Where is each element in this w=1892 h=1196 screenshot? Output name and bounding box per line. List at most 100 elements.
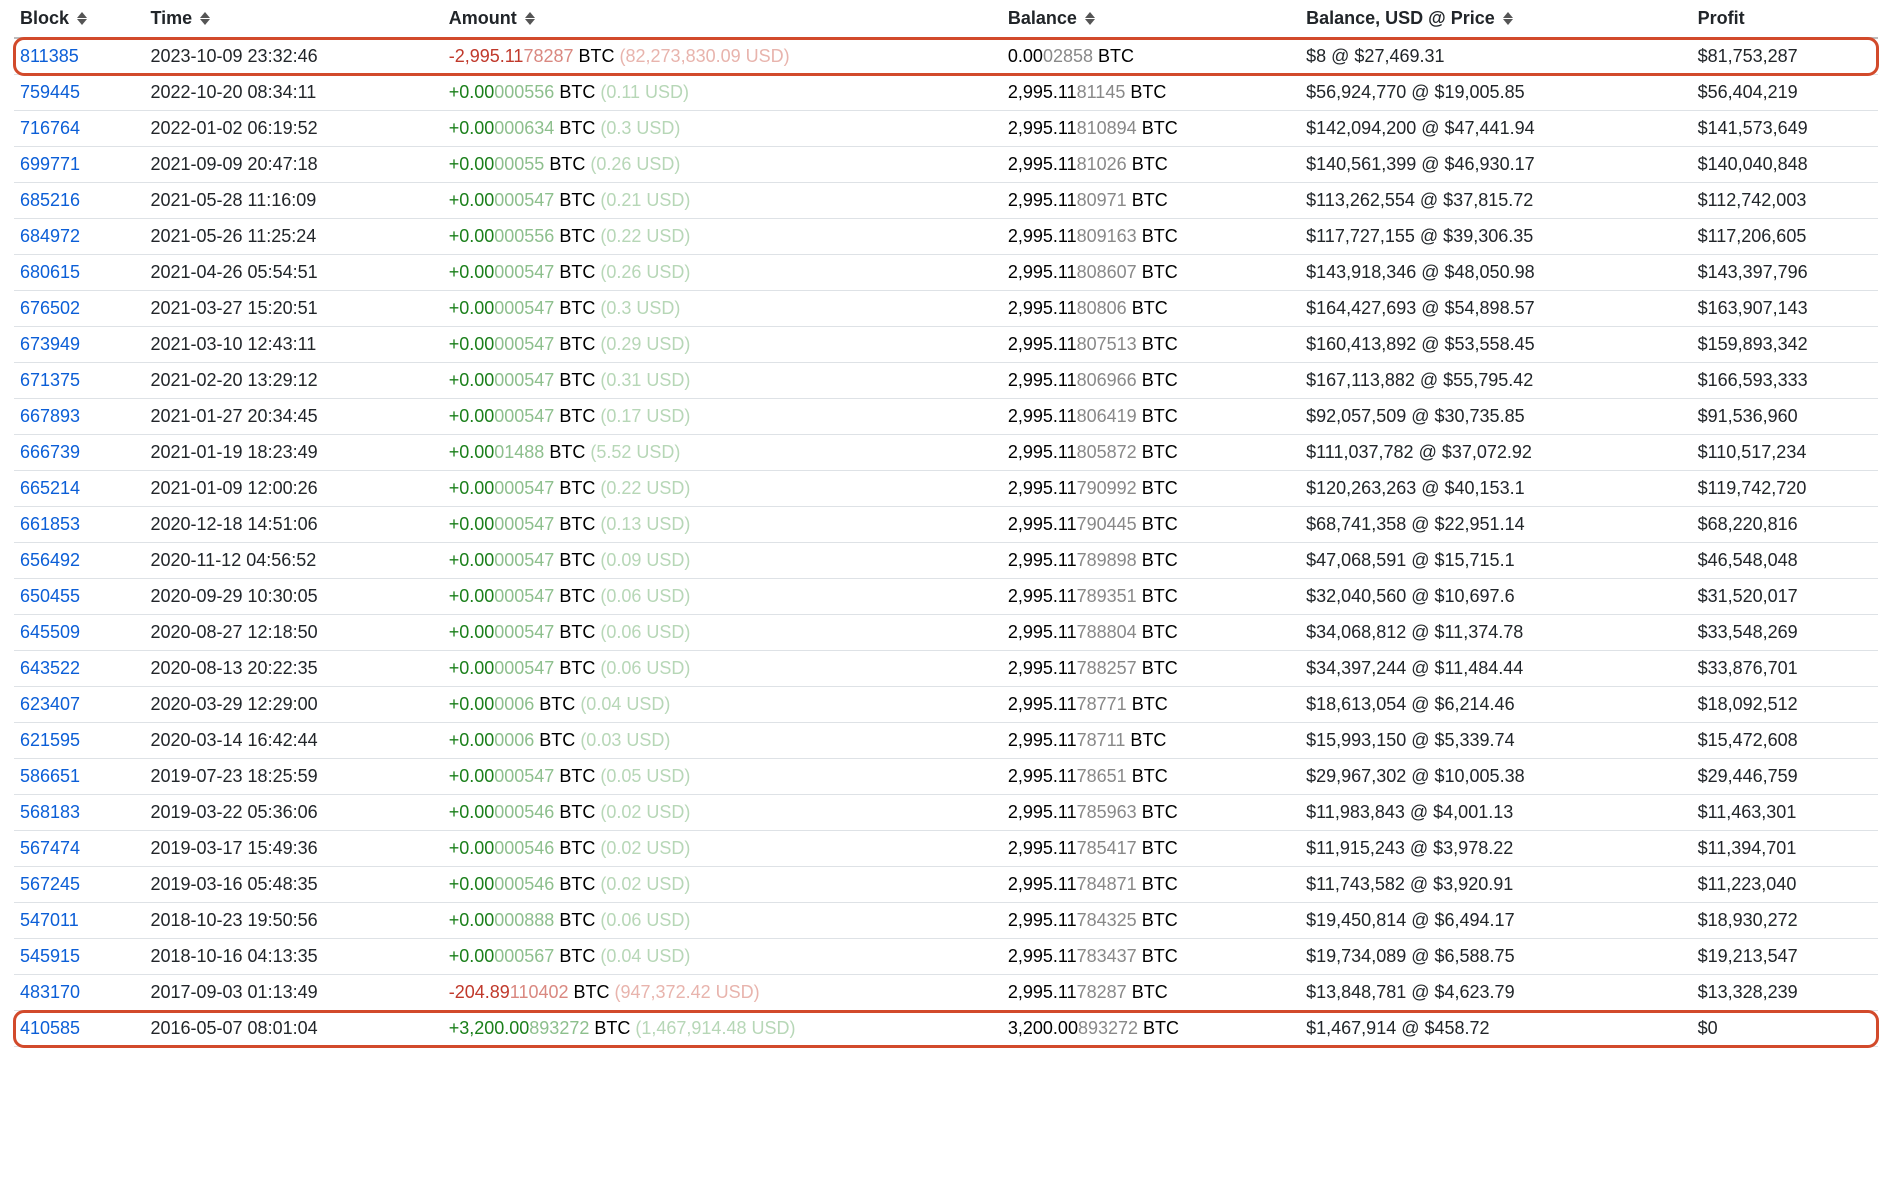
balance-cell: 2,995.11810894 BTC: [1002, 111, 1300, 147]
amount-cell: +0.00000556 BTC (0.11 USD): [443, 75, 1002, 111]
table-row: 6997712021-09-09 20:47:18+0.0000055 BTC …: [14, 147, 1878, 183]
amount-usd: (0.3 USD): [600, 298, 680, 318]
amount-unit: BTC: [554, 370, 600, 390]
column-header-time[interactable]: Time: [144, 0, 442, 38]
table-row: 6739492021-03-10 12:43:11+0.00000547 BTC…: [14, 327, 1878, 363]
time-cell: 2020-08-27 12:18:50: [144, 615, 442, 651]
block-link[interactable]: 656492: [20, 550, 80, 570]
amount-unit: BTC: [554, 190, 600, 210]
balance-usd-cell: $56,924,770 @ $19,005.85: [1300, 75, 1691, 111]
block-link[interactable]: 759445: [20, 82, 80, 102]
balance-cell: 2,995.11784325 BTC: [1002, 903, 1300, 939]
block-link[interactable]: 643522: [20, 658, 80, 678]
amount-cell: +0.00000547 BTC (0.06 USD): [443, 579, 1002, 615]
profit-cell: $33,548,269: [1692, 615, 1878, 651]
block-link[interactable]: 716764: [20, 118, 80, 138]
amount-usd: (0.26 USD): [590, 154, 680, 174]
balance-unit: BTC: [1127, 982, 1168, 1002]
amount-cell: +0.00000547 BTC (0.29 USD): [443, 327, 1002, 363]
sort-icon[interactable]: [1503, 12, 1513, 25]
amount-unit: BTC: [554, 298, 600, 318]
block-link[interactable]: 666739: [20, 442, 80, 462]
amount-usd: (0.3 USD): [600, 118, 680, 138]
balance-cell: 2,995.11789351 BTC: [1002, 579, 1300, 615]
table-row: 6849722021-05-26 11:25:24+0.00000556 BTC…: [14, 219, 1878, 255]
amount-main: +0.00: [449, 730, 495, 750]
time-cell: 2020-11-12 04:56:52: [144, 543, 442, 579]
balance-unit: BTC: [1137, 586, 1178, 606]
amount-unit: BTC: [554, 406, 600, 426]
time-cell: 2019-03-16 05:48:35: [144, 867, 442, 903]
block-link[interactable]: 567474: [20, 838, 80, 858]
time-cell: 2020-09-29 10:30:05: [144, 579, 442, 615]
balance-sub: 808607: [1077, 262, 1137, 282]
amount-sub: 110402: [510, 982, 569, 1002]
block-link[interactable]: 676502: [20, 298, 80, 318]
amount-cell: -204.89110402 BTC (947,372.42 USD): [443, 975, 1002, 1011]
block-link[interactable]: 673949: [20, 334, 80, 354]
block-link[interactable]: 671375: [20, 370, 80, 390]
header-label: Amount: [449, 8, 517, 29]
balance-sub: 789351: [1077, 586, 1137, 606]
sort-icon[interactable]: [1085, 12, 1095, 25]
sort-icon[interactable]: [200, 12, 210, 25]
block-link[interactable]: 547011: [20, 910, 79, 930]
amount-sub: 0006: [494, 694, 534, 714]
block-link[interactable]: 684972: [20, 226, 80, 246]
block-link[interactable]: 568183: [20, 802, 80, 822]
column-header-block[interactable]: Block: [14, 0, 144, 38]
block-link[interactable]: 645509: [20, 622, 80, 642]
time-cell: 2021-09-09 20:47:18: [144, 147, 442, 183]
balance-cell: 0.0002858 BTC: [1002, 38, 1300, 75]
amount-unit: BTC: [554, 838, 600, 858]
balance-main: 2,995.11: [1008, 82, 1077, 102]
amount-usd: (0.06 USD): [600, 622, 690, 642]
block-link[interactable]: 621595: [20, 730, 80, 750]
block-link[interactable]: 567245: [20, 874, 80, 894]
table-row: 6713752021-02-20 13:29:12+0.00000547 BTC…: [14, 363, 1878, 399]
sort-icon[interactable]: [525, 12, 535, 25]
amount-main: +0.00: [449, 154, 495, 174]
balance-cell: 2,995.11808607 BTC: [1002, 255, 1300, 291]
block-link[interactable]: 410585: [20, 1018, 80, 1038]
block-link[interactable]: 665214: [20, 478, 80, 498]
column-header-amount[interactable]: Amount: [443, 0, 1002, 38]
block-link[interactable]: 483170: [20, 982, 80, 1002]
amount-main: +0.00: [449, 82, 495, 102]
balance-unit: BTC: [1137, 910, 1178, 930]
block-link[interactable]: 586651: [20, 766, 80, 786]
column-header-balance[interactable]: Balance: [1002, 0, 1300, 38]
block-link[interactable]: 650455: [20, 586, 80, 606]
column-header-balance-usd[interactable]: Balance, USD @ Price: [1300, 0, 1691, 38]
amount-unit: BTC: [554, 874, 600, 894]
balance-sub: 806419: [1077, 406, 1137, 426]
balance-unit: BTC: [1137, 874, 1178, 894]
balance-usd-cell: $11,983,843 @ $4,001.13: [1300, 795, 1691, 831]
block-link[interactable]: 661853: [20, 514, 80, 534]
block-link[interactable]: 667893: [20, 406, 80, 426]
balance-unit: BTC: [1137, 334, 1178, 354]
block-link[interactable]: 623407: [20, 694, 80, 714]
balance-sub: 784325: [1077, 910, 1137, 930]
block-link[interactable]: 699771: [20, 154, 80, 174]
balance-main: 2,995.11: [1008, 946, 1077, 966]
time-cell: 2017-09-03 01:13:49: [144, 975, 442, 1011]
balance-usd-cell: $142,094,200 @ $47,441.94: [1300, 111, 1691, 147]
amount-usd: (0.31 USD): [600, 370, 690, 390]
balance-sub: 80806: [1077, 298, 1127, 318]
profit-cell: $81,753,287: [1692, 38, 1878, 75]
block-link[interactable]: 545915: [20, 946, 80, 966]
block-link[interactable]: 680615: [20, 262, 80, 282]
header-label: Balance, USD @ Price: [1306, 8, 1495, 29]
amount-main: +3,200.00: [449, 1018, 530, 1038]
block-link[interactable]: 811385: [20, 46, 79, 66]
sort-icon[interactable]: [77, 12, 87, 25]
table-row: 6455092020-08-27 12:18:50+0.00000547 BTC…: [14, 615, 1878, 651]
balance-cell: 2,995.1178651 BTC: [1002, 759, 1300, 795]
amount-usd: (0.04 USD): [600, 946, 690, 966]
block-link[interactable]: 685216: [20, 190, 80, 210]
amount-cell: +0.0001488 BTC (5.52 USD): [443, 435, 1002, 471]
amount-usd: (5.52 USD): [590, 442, 680, 462]
balance-usd-cell: $32,040,560 @ $10,697.6: [1300, 579, 1691, 615]
balance-sub: 81145: [1077, 82, 1126, 102]
